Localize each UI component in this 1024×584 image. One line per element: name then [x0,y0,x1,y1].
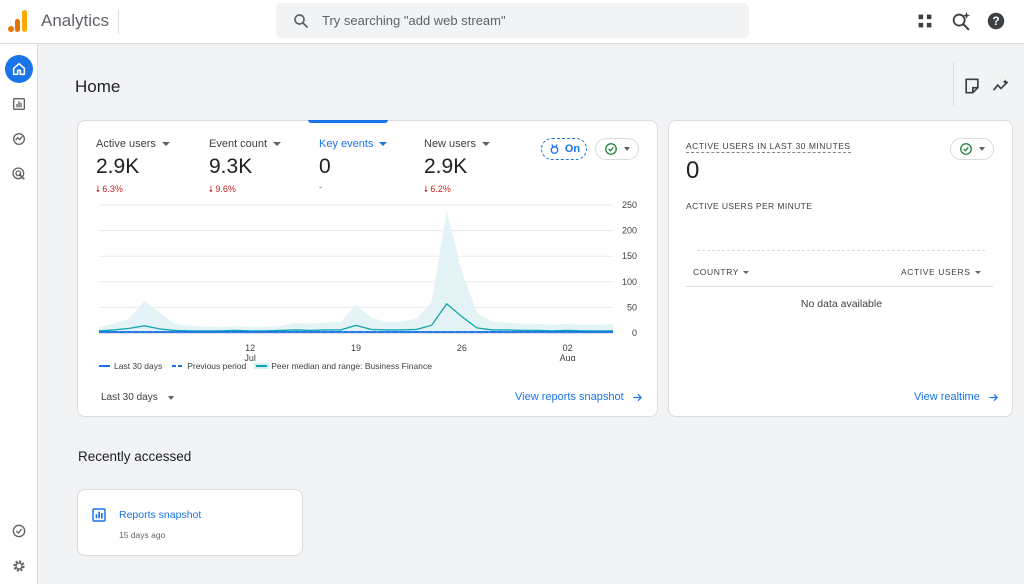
x-tick-label: 12 [245,343,255,353]
divider [118,9,119,34]
arrow-down-icon: 🠗 [96,184,100,194]
chevron-down-icon [743,270,750,274]
y-tick-label: 0 [632,328,637,338]
metric-label[interactable]: Event count [209,138,282,150]
selected-metric-indicator [308,120,388,123]
divider [686,286,993,287]
home-icon [12,62,26,76]
nav-explore[interactable] [5,125,33,153]
check-circle-icon [12,524,26,538]
benchmark-icon [550,143,559,154]
column-header-country[interactable]: COUNTRY [693,267,750,277]
search-icon [294,14,308,28]
peer-range-band [99,210,613,333]
chevron-down-icon [974,270,981,274]
nav-reports[interactable] [5,90,33,118]
check-circle-icon [605,143,617,155]
legend-item[interactable]: Last 30 days [99,361,162,371]
chevron-down-icon [624,147,630,151]
y-tick-label: 150 [622,251,637,261]
arrow-down-icon: 🠗 [424,184,428,194]
metric-label[interactable]: New users [424,138,490,150]
recent-item-name[interactable]: Reports snapshot [119,509,202,521]
metric-change: 🠗 9.6% [209,184,236,194]
metric-value: 2.9K [96,155,140,178]
page-title: Home [75,77,121,96]
realtime-title[interactable]: ACTIVE USERS IN LAST 30 MINUTES [686,141,851,153]
arrow-right-icon [633,393,642,401]
help-icon[interactable]: ? [985,10,1007,32]
section-title: Recently accessed [78,449,192,464]
chevron-down-icon [979,147,985,151]
chart-legend: Last 30 days Previous period Peer median… [99,361,432,371]
left-nav [0,44,38,584]
nav-settings[interactable] [5,552,33,580]
chevron-down-icon [167,395,174,400]
overview-card: Active users 2.9K 🠗 6.3% Event count 9.3… [77,120,658,417]
metric-label[interactable]: Active users [96,138,170,150]
target-icon [12,167,25,180]
metric-value: 9.3K [209,155,253,178]
metric-change: - [319,182,322,192]
report-icon [92,508,106,522]
metric-value: 0 [319,155,331,178]
search-input[interactable] [316,3,736,38]
bar-chart-icon [13,98,25,110]
metric-change: 🠗 6.2% [424,184,451,194]
svg-text:?: ? [992,14,999,28]
empty-chart-baseline [697,250,985,251]
y-tick-label: 50 [627,302,637,312]
check-circle-icon [960,143,972,155]
divider [953,62,954,106]
legend-item[interactable]: Previous period [172,361,246,371]
recent-item-card[interactable]: Reports snapshot 15 days ago [77,489,303,556]
nav-home[interactable] [5,55,33,83]
empty-state: No data available [800,298,883,310]
peer-median-line [98,302,613,332]
x-tick-label: 02 [563,343,573,353]
benchmark-toggle-chip[interactable]: On [541,138,587,160]
top-bar: Analytics ? [0,0,1024,44]
x-tick-label: 19 [351,343,361,353]
app-name[interactable]: Analytics [41,11,110,30]
legend-item[interactable]: Peer median and range: Business Finance [256,361,432,371]
date-range-selector[interactable]: Last 30 days [101,392,174,403]
view-realtime-link[interactable]: View realtime [914,391,999,403]
arrow-down-icon: 🠗 [209,184,213,194]
x-tick-month: Jul [244,353,256,361]
x-tick-month: Aug [560,353,576,361]
recent-item-time: 15 days ago [119,530,166,540]
x-tick-label: 26 [457,343,467,353]
data-quality-chip[interactable] [950,138,994,160]
apps-grid-icon[interactable] [914,10,936,32]
nav-checks[interactable] [5,517,33,545]
gear-icon [13,560,25,572]
nav-advertising[interactable] [5,160,33,188]
explore-icon [13,133,25,145]
insights-note-icon[interactable] [962,76,982,96]
realtime-card: ACTIVE USERS IN LAST 30 MINUTES 0 ACTIVE… [668,120,1013,417]
search-insights-icon[interactable] [950,10,972,32]
trend-icon[interactable] [991,76,1011,96]
y-tick-label: 250 [622,200,637,210]
search-bar[interactable] [276,3,749,38]
metric-value: 2.9K [424,155,468,178]
realtime-subtitle: ACTIVE USERS PER MINUTE [686,201,813,211]
y-tick-label: 100 [622,277,637,287]
view-reports-snapshot-link[interactable]: View reports snapshot [515,391,643,403]
column-header-active-users[interactable]: ACTIVE USERS [901,267,981,277]
realtime-value: 0 [686,157,700,184]
y-tick-label: 200 [622,226,637,236]
metric-label[interactable]: Key events [319,138,388,150]
arrow-right-icon [989,393,998,401]
metric-change: 🠗 6.3% [96,184,123,194]
analytics-logo[interactable] [8,10,28,32]
data-quality-chip[interactable] [595,138,639,160]
